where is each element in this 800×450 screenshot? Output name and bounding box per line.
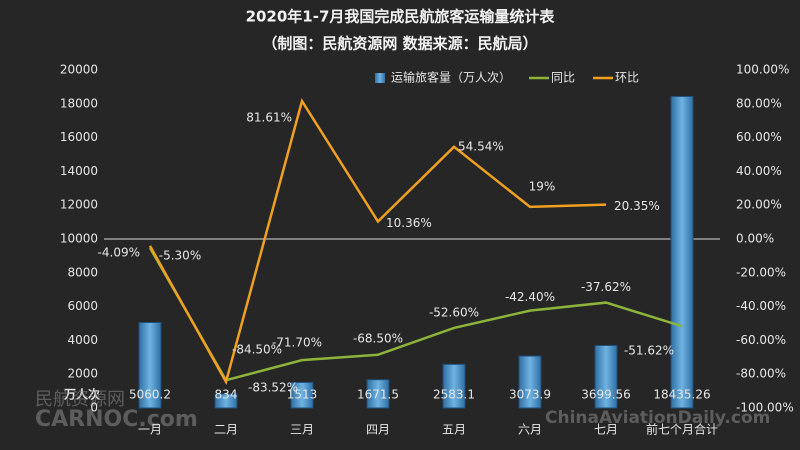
y-tick-label: 2000 — [67, 367, 98, 381]
data-label: -68.50% — [353, 331, 403, 345]
watermark: ChinaAviationDaily.com — [545, 408, 770, 428]
data-label: -51.62% — [624, 344, 674, 358]
data-label: 5060.2 — [129, 388, 171, 402]
data-label: 1513 — [287, 388, 318, 402]
data-label: -83.52% — [248, 381, 298, 395]
y-tick-label: 10000 — [60, 232, 98, 246]
data-label: 10.36% — [386, 216, 432, 230]
chart-title: 2020年1-7月我国完成民航旅客运输量统计表 — [246, 8, 556, 26]
y-tick-label: 6000 — [67, 299, 98, 313]
data-label: -52.60% — [429, 305, 479, 319]
data-label: -42.40% — [505, 290, 555, 304]
x-tick-label: 七月 — [594, 423, 618, 437]
chart-subtitle: （制图：民航资源网 数据来源：民航局） — [262, 35, 537, 53]
bar — [138, 321, 162, 409]
y-tick-label: 12000 — [60, 198, 98, 212]
data-label: 3073.9 — [509, 388, 551, 402]
data-label: 54.54% — [458, 139, 504, 153]
y-tick-label: 4000 — [67, 333, 98, 347]
x-tick-label: 六月 — [518, 423, 542, 437]
y2-tick-label: -100.00% — [736, 401, 794, 415]
data-label: 1671.5 — [357, 388, 399, 402]
data-label: 20.35% — [614, 199, 660, 213]
watermark: 民航资源网 — [35, 389, 125, 410]
legend-swatch — [375, 73, 385, 83]
y2-tick-label: 40.00% — [736, 164, 782, 178]
bar — [290, 381, 314, 409]
y2-tick-label: 100.00% — [736, 63, 789, 77]
watermark: CARNOC.com — [35, 407, 198, 432]
bar — [214, 393, 238, 409]
x-tick-label: 二月 — [214, 423, 238, 437]
y2-tick-label: 80.00% — [736, 96, 782, 110]
y2-tick-label: 20.00% — [736, 198, 782, 212]
y-axis-label: 万人次 — [63, 387, 100, 402]
x-tick-label: 前七个月合计 — [646, 422, 718, 437]
bar — [518, 355, 542, 409]
data-label: -71.70% — [272, 336, 322, 350]
data-label: 81.61% — [246, 111, 292, 125]
y2-tick-label: -60.00% — [736, 333, 786, 347]
data-label: -4.09% — [98, 245, 140, 259]
line — [148, 247, 683, 382]
data-label: 18435.26 — [653, 388, 710, 402]
y2-tick-label: -20.00% — [736, 265, 786, 279]
x-tick-label: 三月 — [290, 423, 314, 437]
bar — [442, 363, 466, 409]
y2-tick-label: -80.00% — [736, 367, 786, 381]
line — [148, 98, 607, 386]
data-label: 2583.1 — [433, 388, 475, 402]
y-tick-label: 14000 — [60, 164, 98, 178]
x-tick-label: 五月 — [442, 423, 466, 437]
y2-tick-label: -40.00% — [736, 299, 786, 313]
y2-tick-label: 0.00% — [736, 232, 774, 246]
y-tick-label: 18000 — [60, 96, 98, 110]
bar — [366, 379, 390, 409]
bar — [594, 344, 618, 409]
data-label: 19% — [529, 179, 556, 193]
y-tick-label: 8000 — [67, 265, 98, 279]
data-label: 834 — [215, 388, 238, 402]
legend-label: 运输旅客量（万人次） — [391, 70, 511, 85]
data-label: -84.50% — [232, 342, 282, 356]
data-label: -5.30% — [159, 248, 201, 262]
data-label: 3699.56 — [581, 388, 631, 402]
legend-label: 同比 — [551, 71, 575, 85]
bar — [670, 95, 694, 409]
data-label: -37.62% — [581, 280, 631, 294]
x-tick-label: 一月 — [138, 423, 162, 437]
y2-tick-label: 60.00% — [736, 130, 782, 144]
x-tick-label: 四月 — [366, 423, 390, 437]
y-tick-label: 16000 — [60, 130, 98, 144]
y-tick-label: 0 — [90, 401, 98, 415]
y-tick-label: 20000 — [60, 63, 98, 77]
legend-label: 环比 — [615, 71, 639, 85]
